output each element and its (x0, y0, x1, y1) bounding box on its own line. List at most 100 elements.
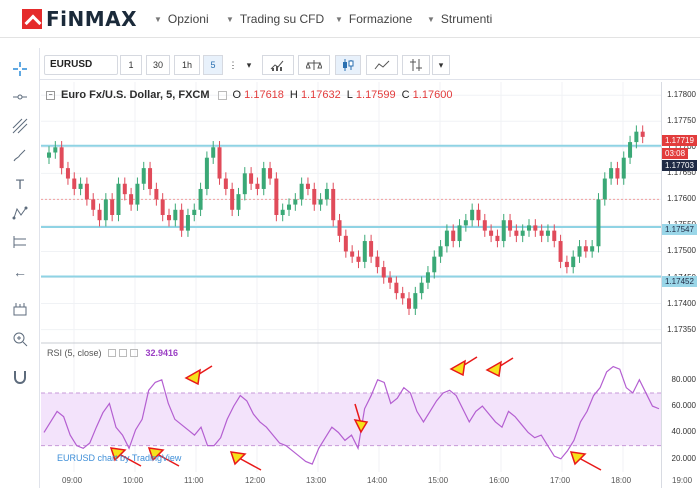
candle-body (444, 230, 449, 247)
magnet-icon[interactable] (9, 366, 31, 388)
candle-body (400, 293, 405, 299)
price-tag: 1.17547 (662, 224, 697, 235)
prediction-tool-icon[interactable] (9, 231, 31, 253)
candle-body (312, 188, 317, 205)
nav-item-label: Formazione (348, 12, 413, 26)
candle-body (438, 246, 443, 257)
interval-1h-button[interactable]: 1h (174, 55, 200, 75)
candle-body (609, 168, 614, 179)
price-axis-label: 1.17650 (667, 168, 696, 178)
trendline-tool-icon[interactable] (9, 86, 31, 108)
candle-body (419, 282, 424, 294)
candle-body (217, 147, 222, 179)
candles-icon[interactable] (335, 55, 361, 75)
back-arrow-icon[interactable]: ← (13, 264, 27, 280)
candle-body (65, 168, 70, 179)
symbol-input[interactable]: EURUSD (44, 55, 118, 75)
candle-body (148, 168, 153, 189)
time-axis-label: 19:00 (672, 476, 693, 485)
candle-body (571, 256, 576, 268)
candle-body (615, 168, 620, 179)
time-axis-label: 17:00 (550, 476, 571, 485)
candle-body (564, 261, 569, 268)
rsi-close-icon[interactable] (118, 349, 127, 357)
candle-body (621, 157, 626, 179)
nav-item-opzioni[interactable]: ▼ Opzioni (154, 12, 209, 26)
candle-body (508, 220, 513, 231)
brush-tool-icon[interactable] (9, 144, 31, 166)
candle-body (356, 256, 361, 262)
low-label: L (346, 89, 353, 101)
fib-tool-icon[interactable] (9, 115, 31, 137)
crosshair-icon[interactable] (402, 55, 430, 75)
rsi-legend: RSI (5, close) 32.9416 (47, 348, 178, 358)
interval-1m-button[interactable]: 1 (120, 55, 142, 75)
candle-body (602, 178, 607, 200)
candle-body (489, 230, 494, 236)
annotation-arrow (485, 357, 514, 378)
zoom-icon[interactable] (9, 328, 31, 350)
candle-body (211, 147, 216, 158)
candle-body (381, 267, 386, 278)
time-axis-label: 10:00 (123, 476, 144, 485)
candle-body (236, 194, 241, 210)
pattern-tool-icon[interactable] (9, 202, 31, 224)
candle-body (545, 230, 550, 236)
rsi-hide-icon[interactable] (129, 349, 138, 357)
chevron-down-icon[interactable]: ▾ (432, 55, 450, 75)
candle-body (129, 194, 134, 205)
text-tool-icon[interactable]: T (15, 176, 25, 192)
time-axis-label: 14:00 (367, 476, 388, 485)
interval-30m-button[interactable]: 30 (146, 55, 170, 75)
collapse-icon[interactable]: − (46, 90, 55, 100)
nav-item-label: Strumenti (440, 12, 493, 26)
candle-body (451, 230, 456, 242)
logo-icon (22, 9, 42, 29)
candle-body (198, 188, 203, 210)
candle-body (628, 142, 633, 158)
rsi-label: RSI (5, close) (47, 348, 102, 358)
price-axis-label: 1.17800 (667, 90, 696, 100)
interval-5m-button[interactable]: 5 (203, 55, 223, 75)
line-chart-icon[interactable] (366, 55, 398, 75)
more-intervals-button[interactable]: ⋮ (226, 55, 240, 75)
settings-icon[interactable] (217, 90, 227, 100)
candle-body (167, 215, 171, 221)
nav-item-label: Opzioni (167, 12, 209, 26)
annotation-arrow (449, 356, 478, 377)
nav-item-trading-cfd[interactable]: ▼ Trading su CFD (226, 12, 324, 26)
candle-body (520, 230, 525, 236)
chevron-down-icon: ▼ (154, 14, 162, 24)
price-tag: 03:08 (662, 148, 689, 159)
candle-body (59, 147, 64, 169)
candle-body (255, 183, 260, 189)
candle-body (242, 173, 247, 195)
candle-body (640, 131, 645, 137)
indicators-icon[interactable] (262, 55, 294, 75)
candle-body (558, 241, 563, 262)
price-chart[interactable] (41, 82, 661, 488)
candle-body (482, 220, 487, 231)
compare-icon[interactable] (298, 55, 330, 75)
rsi-axis-label: 20.000 (671, 453, 696, 463)
rsi-settings-icon[interactable] (107, 349, 116, 357)
candle-body (141, 168, 146, 184)
nav-item-strumenti[interactable]: ▼ Strumenti (427, 12, 492, 26)
crosshair-tool-icon[interactable] (9, 58, 31, 80)
open-value: 1.17618 (244, 89, 284, 101)
watermark[interactable]: EURUSD chart by TradingView (57, 453, 182, 463)
candle-body (533, 225, 538, 231)
low-value: 1.17599 (355, 89, 396, 101)
brand-logo[interactable]: FiNMAX (22, 7, 137, 31)
measure-tool-icon[interactable] (9, 298, 31, 320)
rsi-axis-label: 40.000 (671, 427, 696, 437)
candle-body (425, 272, 430, 283)
price-axis-label: 1.17350 (667, 324, 696, 334)
time-axis-label: 13:00 (306, 476, 327, 485)
chevron-down-icon[interactable]: ▾ (242, 55, 256, 75)
chevron-down-icon: ▼ (226, 14, 234, 24)
candle-body (47, 152, 51, 158)
candle-body (514, 230, 519, 236)
nav-item-formazione[interactable]: ▼ Formazione (335, 12, 412, 26)
candle-body (78, 183, 83, 189)
